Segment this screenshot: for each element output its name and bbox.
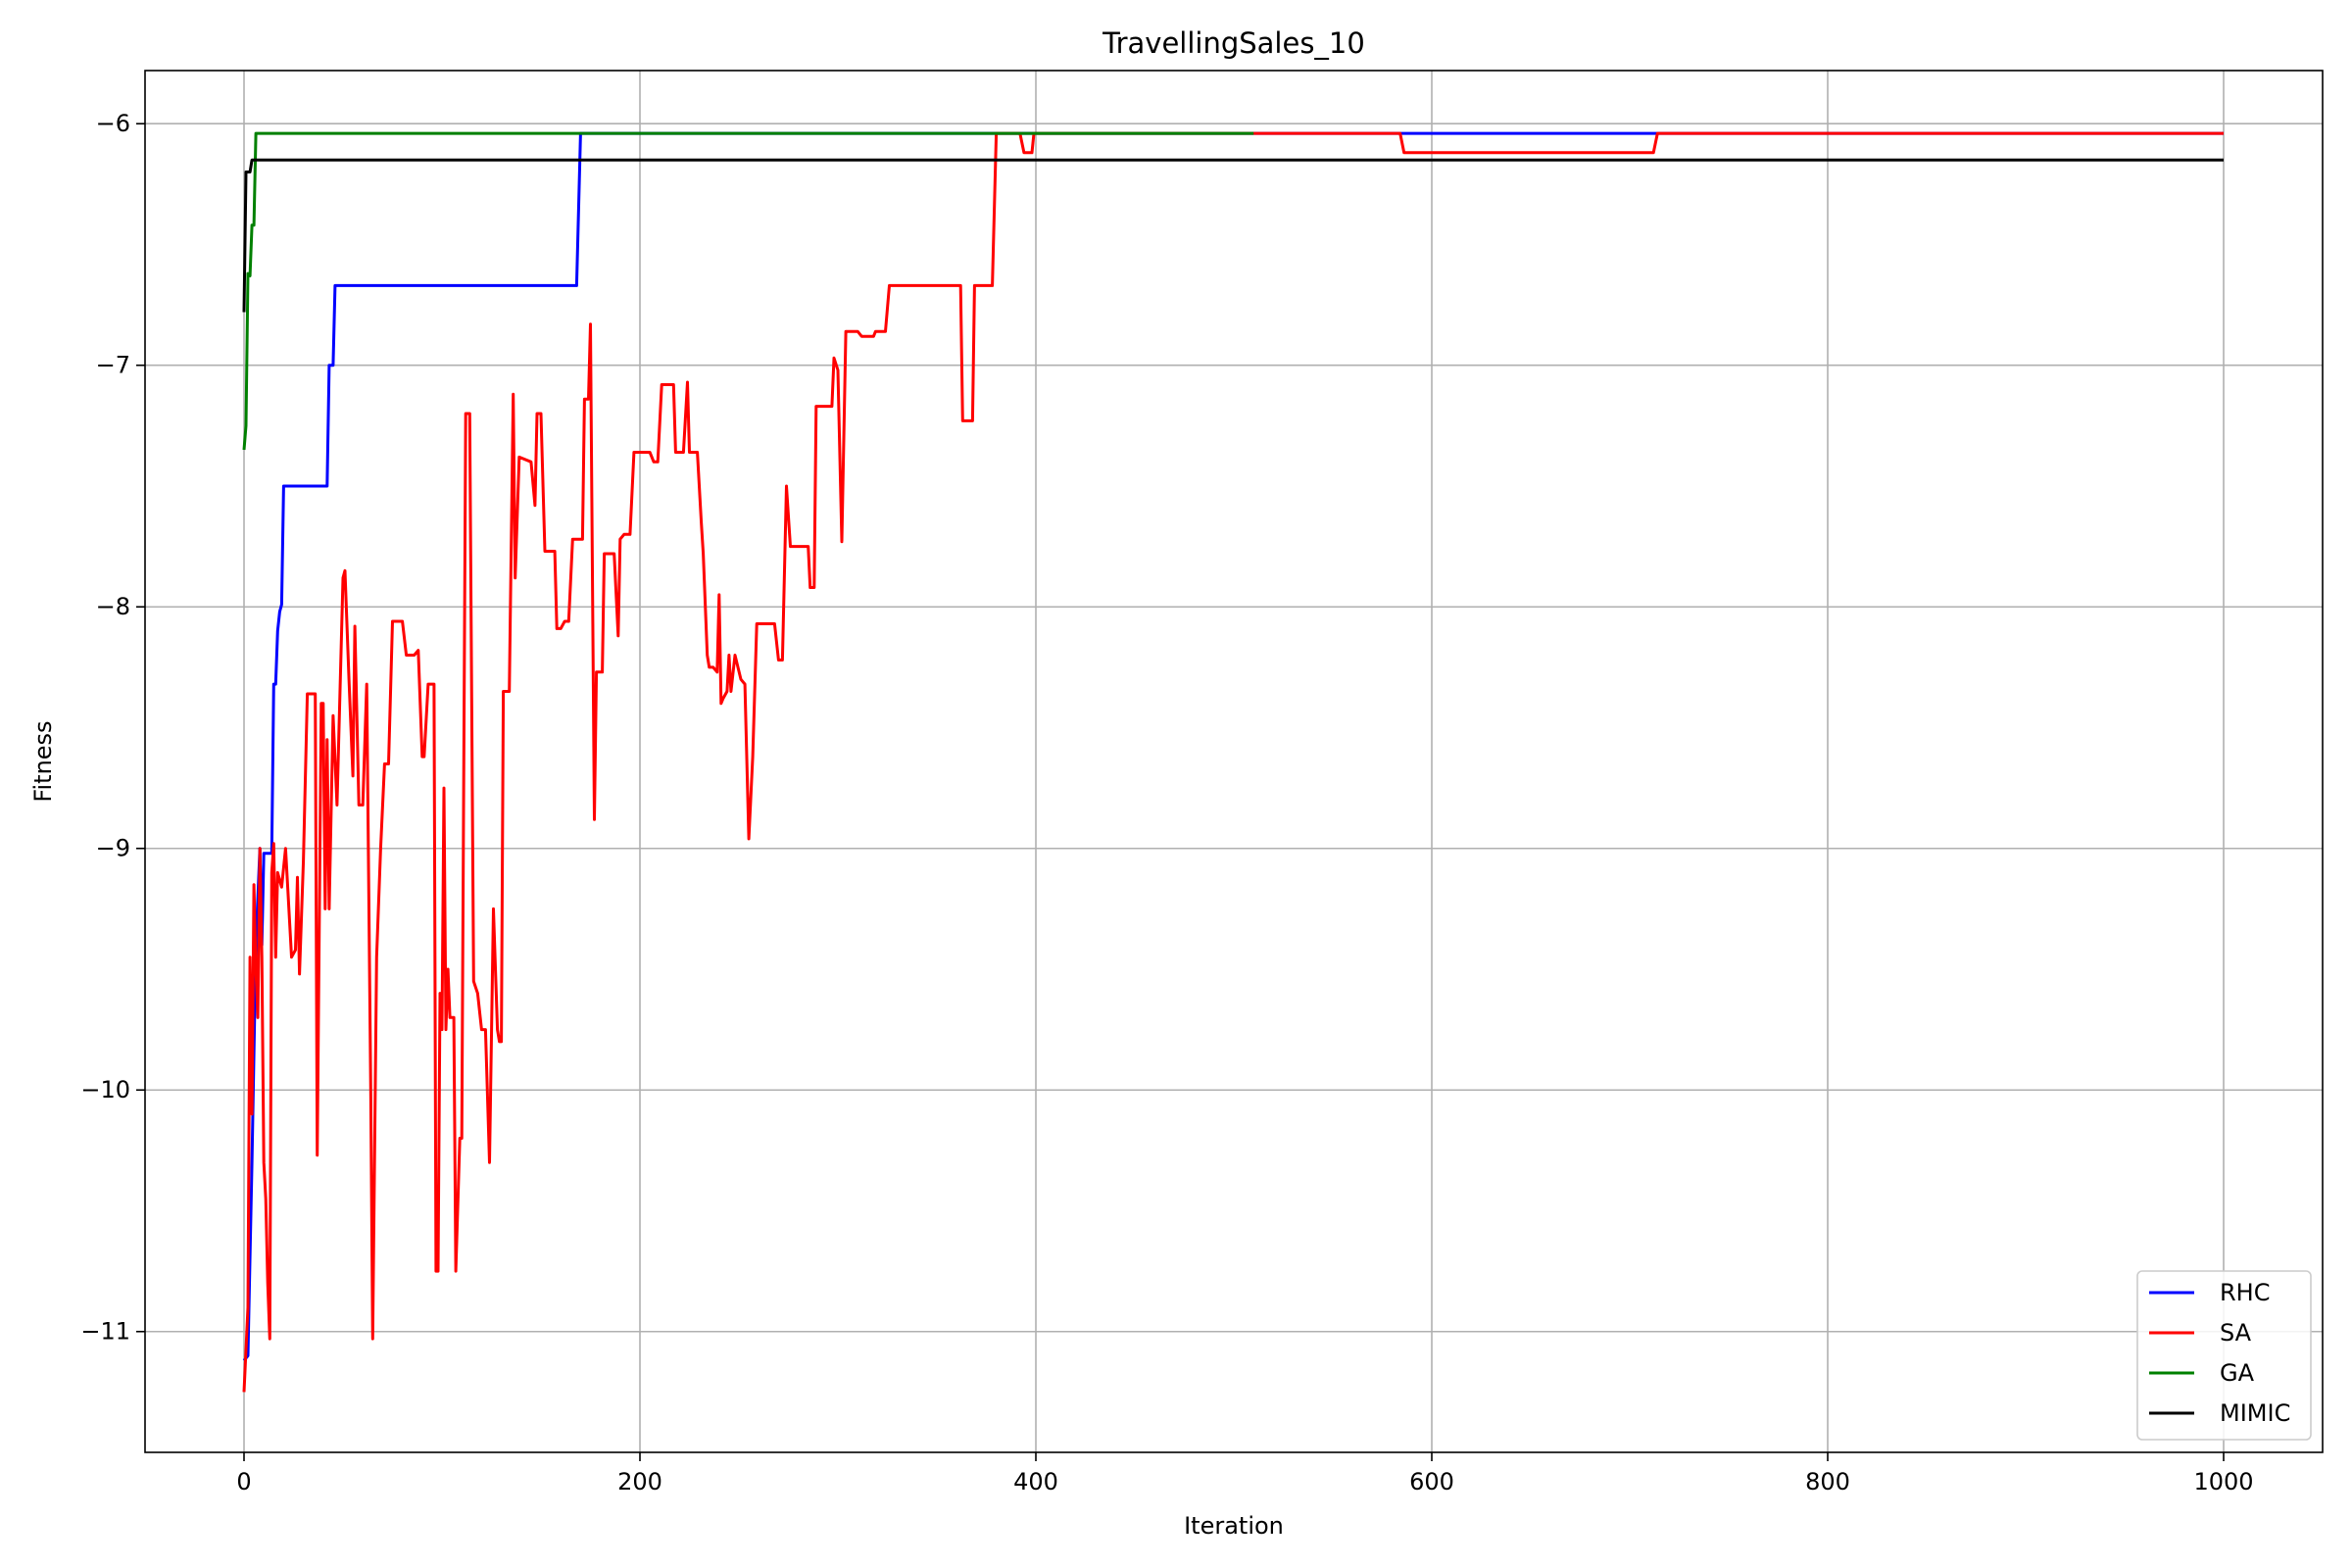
x-axis-label: Iteration [1184, 1512, 1284, 1540]
x-tick-label: 600 [1409, 1468, 1454, 1495]
y-axis-label: Fitness [29, 720, 57, 802]
y-tick-label: −9 [96, 835, 130, 862]
series-lines [242, 131, 2224, 1393]
series-line-mimic [242, 158, 2224, 313]
series-line-rhc [242, 131, 2224, 1362]
x-tick-label: 1000 [2193, 1468, 2253, 1495]
grid-lines [145, 71, 2323, 1452]
x-axis-ticks: 0 200 400 600 800 1000 [236, 1452, 2254, 1495]
legend-label-sa: SA [2220, 1319, 2252, 1347]
y-tick-label: −11 [80, 1318, 130, 1346]
x-tick-label: 400 [1013, 1468, 1058, 1495]
y-tick-label: −10 [80, 1076, 130, 1103]
x-tick-label: 0 [236, 1468, 251, 1495]
legend-box [2136, 1270, 2312, 1441]
legend-label-ga: GA [2220, 1359, 2255, 1387]
series-line-ga [242, 131, 1254, 451]
y-tick-label: −8 [96, 593, 130, 620]
y-tick-label: −7 [96, 352, 130, 379]
series-line-sa [242, 131, 2224, 1393]
y-tick-label: −6 [96, 110, 130, 137]
y-axis-ticks: −11 −10 −9 −8 −7 −6 [80, 110, 145, 1346]
plot-frame [144, 70, 2324, 1453]
chart-title: TravellingSales_10 [1102, 26, 1365, 60]
legend: RHC SA GA MIMIC [2136, 1270, 2312, 1441]
legend-label-mimic: MIMIC [2220, 1399, 2290, 1427]
legend-label-rhc: RHC [2220, 1279, 2270, 1306]
x-tick-label: 800 [1805, 1468, 1850, 1495]
x-tick-label: 200 [617, 1468, 662, 1495]
